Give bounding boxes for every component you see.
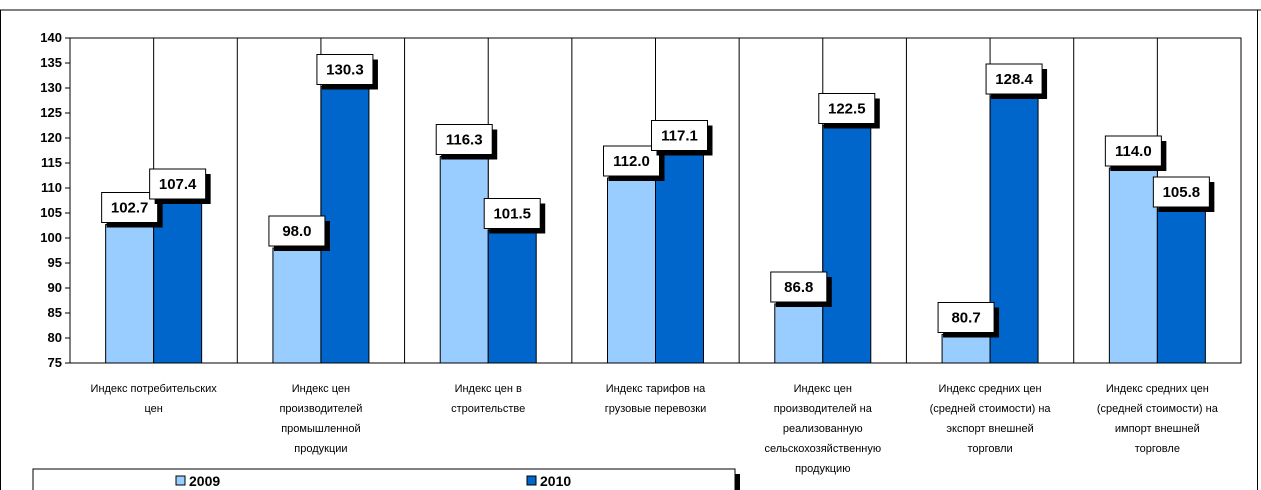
category-label-line: Индекс цен bbox=[794, 383, 852, 395]
category-label-line: реализованную bbox=[783, 423, 863, 435]
category-label: Индекс тарифов на грузовые перевозки bbox=[605, 383, 707, 415]
category-label: Индекс потребительских цен bbox=[91, 383, 218, 415]
legend-swatch-2010 bbox=[526, 475, 537, 486]
y-tick-label: 80 bbox=[48, 330, 62, 345]
category-label-line: (средней стоимости) на bbox=[930, 403, 1052, 415]
data-label: 105.8 bbox=[1163, 184, 1201, 201]
y-tick-label: 115 bbox=[41, 155, 62, 170]
y-tick-label: 105 bbox=[40, 205, 62, 220]
data-label: 102.7 bbox=[111, 200, 149, 217]
legend: 2009 2010 bbox=[32, 468, 740, 490]
y-tick-label: 130 bbox=[40, 80, 62, 95]
category-label-line: (средней стоимости) на bbox=[1097, 403, 1219, 415]
data-label: 116.3 bbox=[446, 132, 483, 149]
bar-2010 bbox=[822, 125, 872, 364]
y-tick-label: 125 bbox=[40, 105, 62, 120]
data-label: 80.7 bbox=[951, 310, 980, 327]
data-label-box bbox=[770, 271, 828, 303]
category-label-line: Индекс цен в bbox=[455, 383, 522, 395]
category-label-line: грузовые перевозки bbox=[605, 403, 707, 415]
data-label-box bbox=[316, 54, 374, 85]
data-label-box bbox=[818, 93, 876, 124]
y-tick-label: 90 bbox=[48, 280, 62, 295]
data-label: 117.1 bbox=[661, 128, 698, 145]
y-tick-label: 100 bbox=[40, 230, 62, 245]
category-label-line: производителей на bbox=[774, 403, 873, 415]
data-label-box bbox=[985, 63, 1043, 95]
data-label-box bbox=[149, 168, 207, 200]
bar-2010 bbox=[153, 200, 203, 364]
y-tick-label: 75 bbox=[48, 355, 62, 370]
data-label-box bbox=[1104, 135, 1162, 167]
data-label-box bbox=[603, 145, 660, 177]
bar-2010 bbox=[1156, 208, 1206, 364]
category-label-line: строительстве bbox=[451, 403, 525, 415]
bar-2009 bbox=[607, 177, 656, 364]
category-label-line: Индекс потребительских bbox=[91, 383, 218, 395]
data-label-box bbox=[937, 302, 995, 333]
y-tick-label: 110 bbox=[41, 180, 62, 195]
category-label-line: Индекс тарифов на bbox=[606, 383, 706, 395]
category-label-line: продукции bbox=[294, 443, 347, 455]
data-label: 130.3 bbox=[326, 62, 364, 79]
bar-2009 bbox=[439, 156, 489, 364]
data-label: 114.0 bbox=[1115, 143, 1152, 160]
y-tick-label: 120 bbox=[40, 130, 62, 145]
data-label: 86.8 bbox=[784, 279, 813, 296]
data-label: 101.5 bbox=[493, 206, 531, 223]
category-label: Индекс цен производителей промышленной прод… bbox=[279, 383, 362, 455]
category-label-line: торговли bbox=[967, 443, 1012, 455]
bar-2009 bbox=[774, 303, 824, 364]
legend-box bbox=[32, 468, 736, 490]
data-label: 122.5 bbox=[828, 101, 866, 118]
plot-area: 75 80 85 90 95 100 105 110 115 120 125 130 135 140 102… bbox=[40, 30, 1242, 475]
category-label-line: цен bbox=[144, 403, 162, 415]
bar-2010 bbox=[487, 230, 537, 364]
data-label-box bbox=[651, 120, 708, 151]
category-label: Индекс средних цен (средней стоимости) на… bbox=[1097, 383, 1219, 455]
legend-label: 2009 bbox=[189, 473, 220, 489]
data-label: 112.0 bbox=[613, 153, 650, 170]
bar-2010 bbox=[655, 152, 704, 364]
category-label-line: Индекс цен bbox=[292, 383, 350, 395]
category-label-line: торговле bbox=[1135, 443, 1180, 455]
data-label-box bbox=[483, 198, 541, 229]
bar-2009 bbox=[272, 247, 322, 364]
category-label-line: импорт внешней bbox=[1115, 423, 1200, 435]
y-tick-label: 95 bbox=[48, 255, 62, 270]
category-label-line: экспорт внешней bbox=[946, 423, 1033, 435]
bar-2009 bbox=[1108, 167, 1158, 364]
category-label-line: сельскохозяйственную bbox=[764, 443, 881, 455]
data-label-box bbox=[1152, 176, 1210, 208]
category-label-line: производителей bbox=[279, 403, 362, 415]
legend-label: 2010 bbox=[540, 473, 571, 489]
data-label: 107.4 bbox=[159, 176, 197, 193]
category-label: Индекс цен производителей на реализованную… bbox=[764, 383, 881, 475]
category-label: Индекс средних цен (средней стоимости) на… bbox=[930, 383, 1052, 455]
category-label-line: Индекс средних цен bbox=[939, 383, 1042, 395]
category-label-line: промышленной bbox=[281, 423, 360, 435]
data-label-box bbox=[435, 124, 493, 155]
legend-swatch-2009 bbox=[175, 475, 186, 486]
data-label-box bbox=[101, 192, 159, 223]
bar-2009 bbox=[941, 334, 991, 364]
category-label-line: продукцию bbox=[795, 463, 850, 475]
y-tick-label: 135 bbox=[40, 55, 62, 70]
y-tick-label: 140 bbox=[40, 30, 62, 45]
data-label-box bbox=[268, 215, 326, 247]
category-label-line: Индекс средних цен bbox=[1106, 383, 1209, 395]
data-label: 98.0 bbox=[282, 223, 311, 240]
bar-2009 bbox=[105, 224, 155, 364]
category-label: Индекс цен в строительстве bbox=[451, 383, 525, 415]
data-label: 128.4 bbox=[995, 71, 1033, 88]
y-tick-label: 85 bbox=[48, 305, 62, 320]
